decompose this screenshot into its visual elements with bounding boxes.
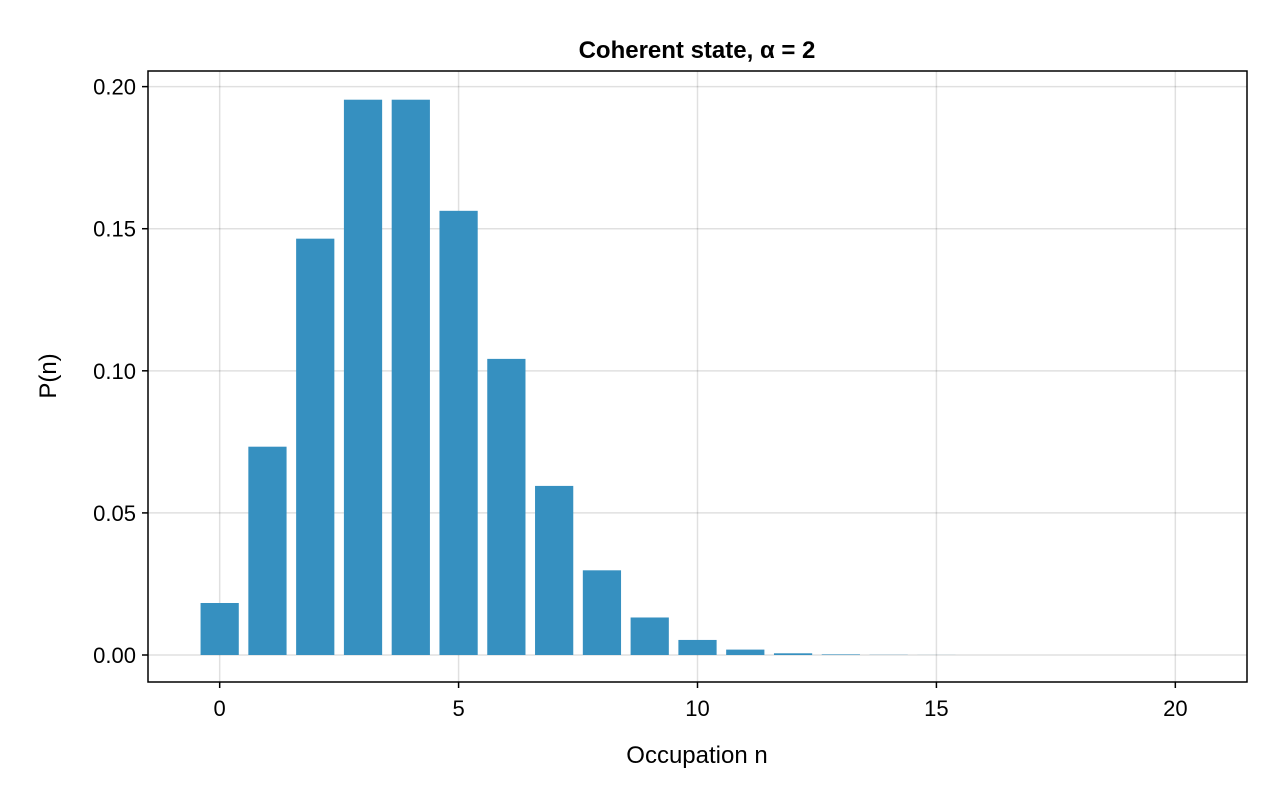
x-tick-label: 20 [1163, 696, 1187, 721]
bar [439, 210, 478, 656]
y-tick-label: 0.05 [93, 501, 136, 526]
bar [343, 99, 383, 656]
x-axis-label: Occupation n [626, 742, 767, 769]
x-tick-label: 15 [924, 696, 948, 721]
y-tick-label: 0.20 [93, 75, 136, 100]
y-axis-label: P(n) [35, 353, 62, 398]
bar [678, 639, 717, 656]
x-tick-label: 5 [452, 696, 464, 721]
bars [200, 99, 956, 656]
bar [487, 358, 526, 656]
bar [821, 654, 860, 656]
y-tick-label: 0.10 [93, 359, 136, 384]
bar [582, 570, 622, 656]
y-axis-ticks: 0.00 0.05 0.10 0.15 0.20 [93, 75, 148, 668]
x-tick-label: 10 [685, 696, 709, 721]
chart-title: Coherent state, α = 2 [579, 37, 816, 64]
bar [391, 99, 430, 656]
y-tick-label: 0.00 [93, 643, 136, 668]
bar [200, 602, 239, 656]
bar [726, 649, 765, 656]
bar [773, 653, 813, 656]
bar [535, 485, 574, 656]
bar [630, 617, 669, 656]
bar [248, 446, 287, 656]
y-tick-label: 0.15 [93, 217, 136, 242]
bar [296, 238, 335, 656]
x-axis-ticks: 0 5 10 15 20 [214, 682, 1188, 721]
x-tick-label: 0 [214, 696, 226, 721]
